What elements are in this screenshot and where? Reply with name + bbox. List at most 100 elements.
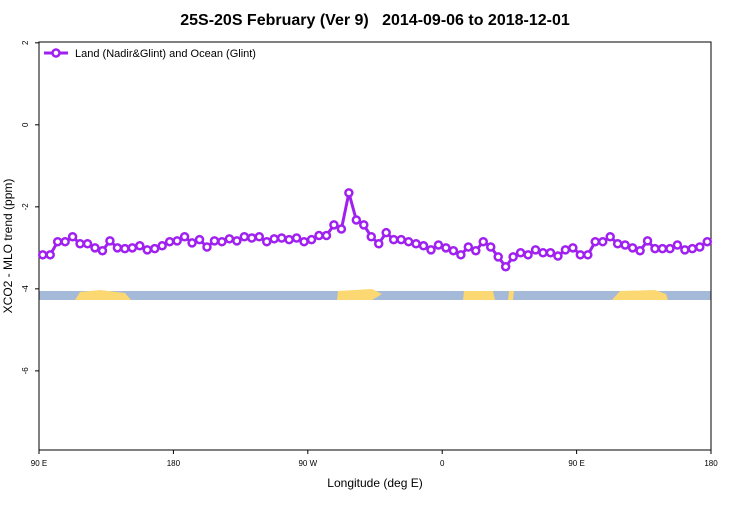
point xyxy=(299,236,309,247)
point xyxy=(52,236,63,247)
land-patch xyxy=(463,291,495,300)
y-axis-label: XCO2 - MLO trend (ppm) xyxy=(1,179,15,314)
point xyxy=(672,240,683,250)
point xyxy=(261,236,272,247)
point xyxy=(702,236,713,247)
x-tick-label: 90 E xyxy=(568,459,584,468)
y-tick-label: -2 xyxy=(21,203,30,211)
point xyxy=(187,238,197,248)
point xyxy=(239,232,250,242)
point xyxy=(321,230,332,241)
x-tick-label: 180 xyxy=(704,459,718,468)
point xyxy=(366,232,377,242)
point xyxy=(657,243,668,254)
point xyxy=(545,248,556,258)
point xyxy=(269,234,279,244)
point xyxy=(172,236,182,246)
point xyxy=(635,245,645,256)
point xyxy=(597,236,608,247)
point xyxy=(67,232,78,242)
y-tick-label: 0 xyxy=(21,122,30,127)
point xyxy=(149,243,160,254)
point xyxy=(336,224,347,234)
point xyxy=(359,220,369,230)
point xyxy=(90,243,100,253)
point xyxy=(164,236,175,247)
legend-marker xyxy=(51,48,61,58)
point xyxy=(97,245,108,256)
point xyxy=(329,220,339,230)
point xyxy=(418,241,429,251)
point xyxy=(463,242,474,252)
point xyxy=(314,230,324,241)
point xyxy=(224,234,235,244)
point xyxy=(620,240,630,250)
point xyxy=(500,261,511,272)
point xyxy=(202,242,212,252)
land-patch xyxy=(508,291,514,300)
x-axis-label: Longitude (deg E) xyxy=(327,476,422,490)
point xyxy=(575,250,586,260)
point xyxy=(105,236,115,246)
point xyxy=(284,234,294,245)
point xyxy=(142,245,153,255)
point xyxy=(232,236,242,246)
point xyxy=(478,236,489,247)
point xyxy=(120,243,130,254)
point xyxy=(583,250,593,260)
land-patch xyxy=(75,290,131,300)
point xyxy=(127,243,138,253)
plot-frame xyxy=(38,41,712,451)
point xyxy=(396,234,406,245)
chart-title: 25S-20S February (Ver 9) 2014-09-06 to 2… xyxy=(180,12,570,29)
point xyxy=(381,227,391,238)
point xyxy=(60,236,70,247)
point xyxy=(441,243,451,253)
x-tick-label: 0 xyxy=(440,459,445,468)
point xyxy=(403,236,414,247)
point xyxy=(112,243,123,253)
point xyxy=(276,233,287,243)
x-tick-label: 180 xyxy=(167,459,181,468)
point xyxy=(135,241,145,251)
point xyxy=(680,245,690,255)
point xyxy=(209,236,220,246)
point xyxy=(493,252,503,262)
point xyxy=(411,238,421,249)
point xyxy=(560,245,571,255)
point xyxy=(37,250,48,260)
point xyxy=(45,250,55,260)
y-tick-label: -4 xyxy=(21,285,30,293)
point xyxy=(553,251,563,261)
point xyxy=(485,242,496,252)
point xyxy=(291,233,302,243)
point xyxy=(538,248,548,258)
point xyxy=(194,234,205,245)
legend-label: Land (Nadir&Glint) and Ocean (Glint) xyxy=(75,48,256,60)
land-mask xyxy=(39,289,711,300)
point xyxy=(642,236,653,246)
land-patch xyxy=(337,289,382,300)
point xyxy=(344,188,354,198)
point xyxy=(217,236,227,247)
x-tick-label: 90 W xyxy=(298,459,317,468)
point xyxy=(82,238,93,249)
point xyxy=(590,236,601,247)
x-tick-label: 90 E xyxy=(31,459,47,468)
point xyxy=(530,245,541,255)
point xyxy=(433,240,444,250)
point xyxy=(179,232,190,242)
point xyxy=(695,242,705,252)
point xyxy=(247,233,257,243)
point xyxy=(471,245,481,256)
point xyxy=(523,250,533,260)
point xyxy=(426,245,436,255)
point xyxy=(612,238,623,249)
point xyxy=(388,234,399,245)
point xyxy=(456,250,466,260)
point xyxy=(568,243,578,253)
point xyxy=(448,245,459,256)
point xyxy=(351,215,362,225)
y-tick-label: 2 xyxy=(21,40,30,45)
